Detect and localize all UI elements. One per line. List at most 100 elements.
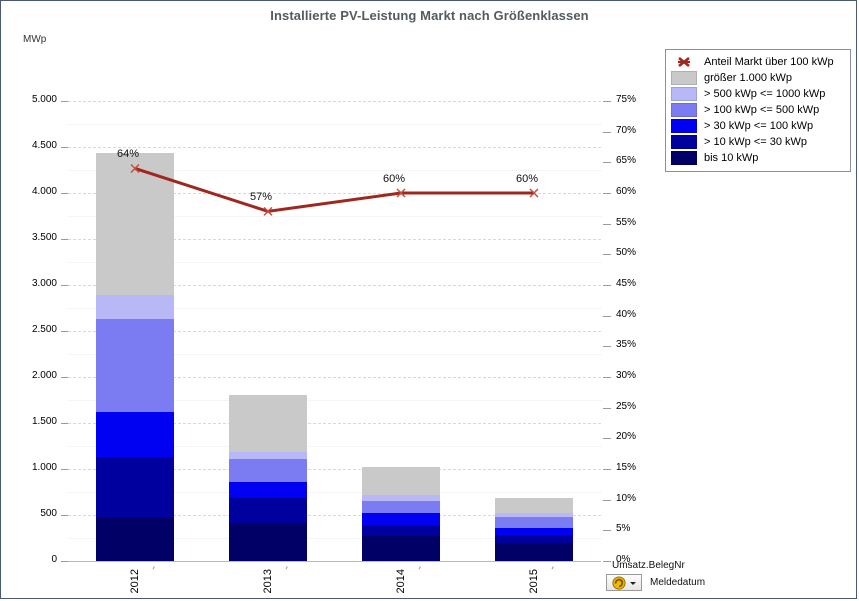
y-axis-left-tick-label: 1.000 bbox=[31, 462, 57, 473]
bar-column[interactable] bbox=[495, 101, 573, 561]
bar-segment[interactable] bbox=[362, 495, 440, 502]
legend-item-label: > 100 kWp <= 500 kWp bbox=[704, 104, 820, 116]
legend-item[interactable]: > 500 kWp <= 1000 kWp bbox=[671, 86, 845, 102]
bar-segment[interactable] bbox=[229, 482, 307, 499]
legend-item[interactable]: > 10 kWp <= 30 kWp bbox=[671, 134, 845, 150]
y-axis-left-tick-mark bbox=[61, 469, 70, 470]
y-axis-right-tick-mark bbox=[603, 162, 611, 164]
bar-segment[interactable] bbox=[362, 501, 440, 514]
bar-segment[interactable] bbox=[229, 498, 307, 524]
y-axis-left-tick-mark bbox=[61, 377, 70, 378]
y-axis-left-tick-label: 3.000 bbox=[31, 278, 57, 289]
bar-segment[interactable] bbox=[229, 523, 307, 561]
gridline-minor bbox=[68, 400, 601, 401]
bar-segment[interactable] bbox=[495, 498, 573, 514]
legend-color-swatch bbox=[671, 71, 697, 85]
gridline-minor bbox=[68, 538, 601, 539]
bar-segment[interactable] bbox=[362, 513, 440, 526]
y-axis-right-tick-mark bbox=[603, 407, 611, 409]
trend-line bbox=[134, 167, 534, 213]
legend-color-swatch bbox=[671, 87, 697, 101]
y-axis-left-tick-mark bbox=[61, 147, 70, 148]
bar-column[interactable] bbox=[362, 101, 440, 561]
bar-segment[interactable] bbox=[96, 457, 174, 518]
x-axis-tick-label: 2012 bbox=[129, 569, 141, 594]
legend-item[interactable]: Anteil Markt über 100 kWp bbox=[671, 54, 845, 70]
gridline-major bbox=[68, 515, 601, 516]
y-axis-right-tick-label: 50% bbox=[616, 247, 637, 259]
line-marker[interactable] bbox=[263, 206, 273, 216]
y-axis-right-tick-mark bbox=[603, 499, 611, 501]
line-marker[interactable] bbox=[396, 188, 406, 198]
bar-segment[interactable] bbox=[495, 513, 573, 518]
bar-column[interactable] bbox=[229, 101, 307, 561]
y-axis-left-tick-label: 3.500 bbox=[31, 232, 57, 243]
y-axis-right-tick-label: 20% bbox=[616, 431, 637, 443]
y-axis-left-tick-label: 4.500 bbox=[31, 140, 57, 151]
y-axis-right-tick-mark bbox=[603, 561, 611, 562]
footer-field-label: Umsatz.BelegNr bbox=[612, 560, 685, 571]
gridline-major bbox=[68, 147, 601, 148]
legend-item[interactable]: größer 1.000 kWp bbox=[671, 70, 845, 86]
chevron-down-icon[interactable] bbox=[629, 574, 637, 592]
bar-segment[interactable] bbox=[96, 319, 174, 413]
gridline-major bbox=[68, 239, 601, 240]
x-axis-tick-label: 2015 bbox=[528, 569, 540, 594]
x-axis-tick-label: 2013 bbox=[262, 569, 274, 594]
chart-legend[interactable]: Anteil Markt über 100 kWp größer 1.000 kW… bbox=[665, 49, 851, 172]
page-title: Installierte PV-Leistung Markt nach Größ… bbox=[270, 8, 589, 23]
legend-item[interactable]: > 100 kWp <= 500 kWp bbox=[671, 102, 845, 118]
y-axis-right-tick-label: 10% bbox=[616, 492, 637, 504]
y-axis-right-tick-mark bbox=[603, 223, 611, 225]
bar-segment[interactable] bbox=[96, 412, 174, 458]
legend-item-label: > 10 kWp <= 30 kWp bbox=[704, 136, 808, 148]
bar-segment[interactable] bbox=[495, 517, 573, 529]
y-axis-right-tick-mark bbox=[603, 193, 611, 194]
refresh-dropdown-button[interactable] bbox=[606, 574, 642, 591]
y-axis-right-tick-label: 65% bbox=[616, 155, 637, 167]
y-axis-left-tick-mark bbox=[61, 193, 70, 194]
y-axis-right-tick-label: 5% bbox=[616, 523, 631, 535]
bar-segment[interactable] bbox=[229, 394, 307, 452]
gridline-major bbox=[68, 423, 601, 424]
y-axis-left-tick-label: 5.000 bbox=[31, 94, 57, 105]
line-marker[interactable] bbox=[529, 188, 539, 198]
gridline-major bbox=[68, 101, 601, 102]
refresh-circle-icon bbox=[611, 575, 626, 590]
bar-segment[interactable] bbox=[495, 528, 573, 536]
y-axis-right-tick-label: 70% bbox=[616, 124, 637, 136]
legend-item-label: größer 1.000 kWp bbox=[704, 72, 793, 84]
y-axis-left-tick-label: 4.000 bbox=[31, 186, 57, 197]
legend-item-label: > 500 kWp <= 1000 kWp bbox=[704, 88, 826, 100]
gridline-minor bbox=[68, 446, 601, 447]
y-axis-right-tick-mark bbox=[603, 101, 611, 102]
bar-segment[interactable] bbox=[96, 517, 174, 561]
bar-segment[interactable] bbox=[362, 525, 440, 537]
legend-color-swatch bbox=[671, 119, 697, 133]
bar-segment[interactable] bbox=[495, 535, 573, 544]
bar-segment[interactable] bbox=[96, 295, 174, 320]
bar-segment[interactable] bbox=[229, 451, 307, 460]
legend-item[interactable]: bis 10 kWp bbox=[671, 150, 845, 166]
x-axis-tick-label: 2014 bbox=[395, 569, 407, 594]
footer-control-group: Meldedatum bbox=[606, 574, 705, 591]
bar-segment[interactable] bbox=[362, 467, 440, 496]
y-axis-left-tick-label: 500 bbox=[40, 508, 57, 519]
line-marker[interactable] bbox=[130, 163, 140, 173]
y-axis-left-tick-label: 1.500 bbox=[31, 416, 57, 427]
bar-segment[interactable] bbox=[229, 459, 307, 483]
gridline-minor bbox=[68, 262, 601, 263]
y-axis-left-tick-mark bbox=[61, 101, 70, 102]
y-axis-left-tick-mark bbox=[61, 561, 70, 562]
legend-item[interactable]: > 30 kWp <= 100 kWp bbox=[671, 118, 845, 134]
x-axis-tick-mark bbox=[551, 566, 557, 571]
bar-segment[interactable] bbox=[362, 536, 440, 561]
y-axis-right-tick-label: 30% bbox=[616, 370, 637, 381]
y-axis-left-tick-label: 2.000 bbox=[31, 370, 57, 381]
line-data-label: 60% bbox=[516, 173, 539, 185]
bar-segment[interactable] bbox=[495, 543, 573, 561]
y-axis-left-tick-mark bbox=[61, 239, 70, 240]
y-axis-left-tick-label: 2.500 bbox=[31, 324, 57, 335]
line-marker-icon bbox=[671, 55, 697, 69]
